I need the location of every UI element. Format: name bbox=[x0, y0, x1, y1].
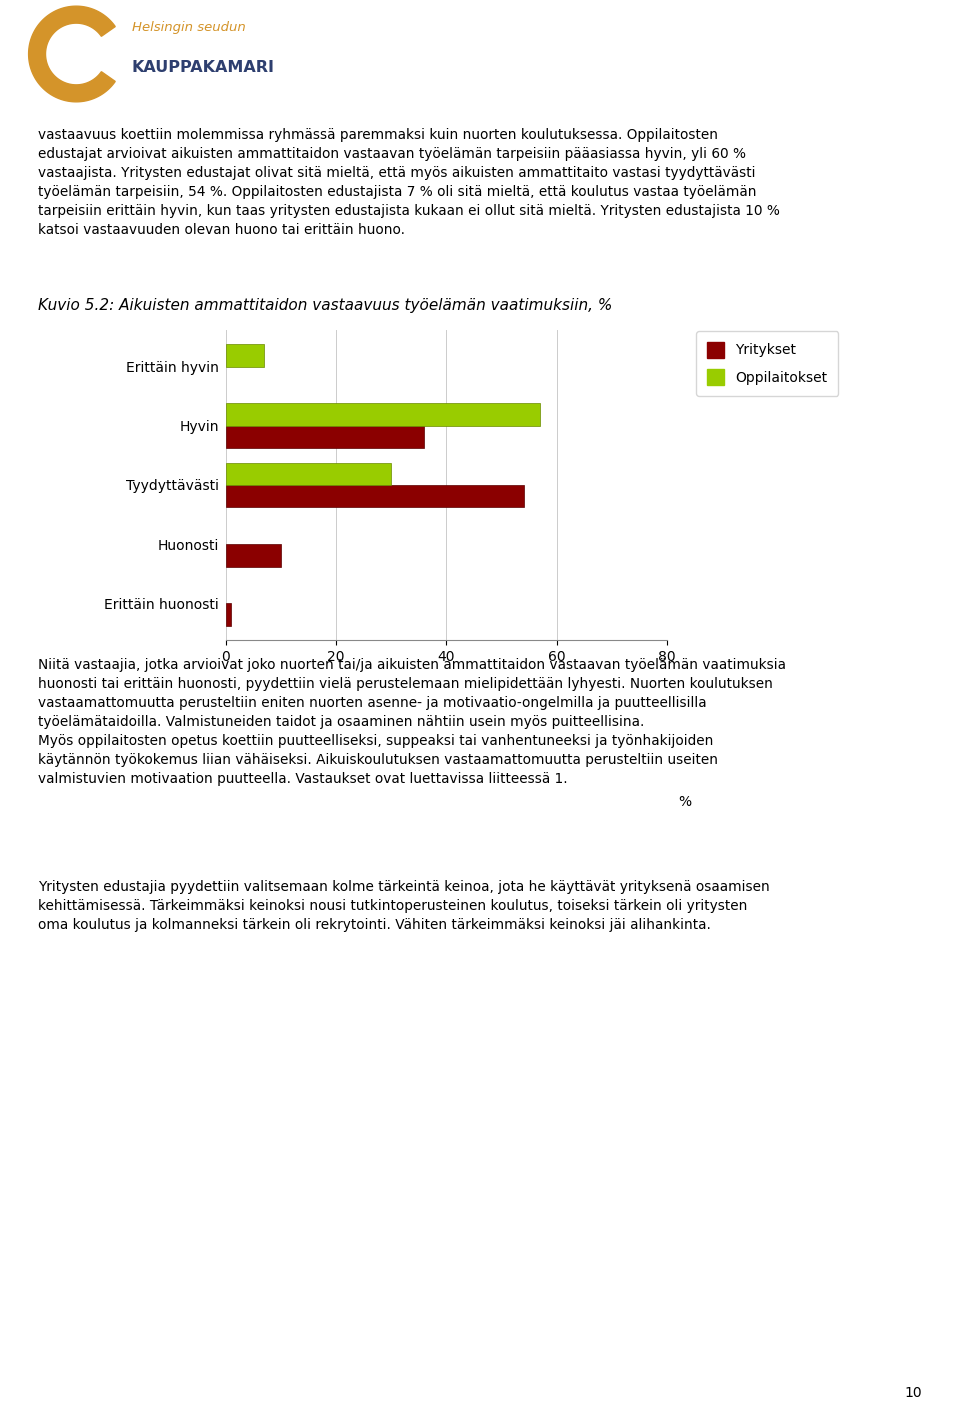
Text: KAUPPAKAMARI: KAUPPAKAMARI bbox=[132, 60, 275, 75]
Bar bbox=[226, 344, 264, 367]
Text: %: % bbox=[678, 794, 691, 809]
Legend: Yritykset, Oppilaitokset: Yritykset, Oppilaitokset bbox=[696, 331, 838, 396]
Bar bbox=[226, 604, 231, 625]
Text: Kuvio 5.2: Aikuisten ammattitaidon vastaavuus työelämän vaatimuksiin, %: Kuvio 5.2: Aikuisten ammattitaidon vasta… bbox=[38, 298, 612, 313]
Polygon shape bbox=[29, 6, 115, 102]
Text: vastaavuus koettiin molemmissa ryhmässä paremmaksi kuin nuorten koulutuksessa. O: vastaavuus koettiin molemmissa ryhmässä … bbox=[38, 128, 780, 237]
Text: Niitä vastaajia, jotka arvioivat joko nuorten tai/ja aikuisten ammattitaidon vas: Niitä vastaajia, jotka arvioivat joko nu… bbox=[38, 658, 786, 786]
Text: 10: 10 bbox=[904, 1385, 922, 1400]
Bar bbox=[226, 426, 424, 448]
Bar bbox=[226, 544, 280, 567]
Text: Helsingin seudun: Helsingin seudun bbox=[132, 21, 245, 34]
Bar bbox=[226, 404, 540, 426]
Bar bbox=[226, 485, 524, 507]
Text: Yritysten edustajia pyydettiin valitsemaan kolme tärkeintä keinoa, jota he käytt: Yritysten edustajia pyydettiin valitsema… bbox=[38, 880, 770, 932]
Bar bbox=[226, 462, 392, 485]
